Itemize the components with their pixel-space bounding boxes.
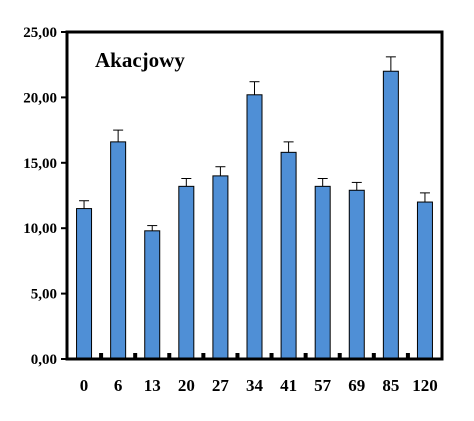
bar — [178, 185, 195, 360]
x-tick-label: 34 — [246, 376, 264, 395]
bar — [314, 185, 331, 360]
x-tick-label: 0 — [80, 376, 89, 395]
x-tick-label: 6 — [114, 376, 123, 395]
bar — [280, 151, 297, 360]
x-tick — [337, 353, 342, 358]
bar — [76, 208, 93, 360]
y-tick-label: 0,00 — [31, 352, 57, 368]
x-tick-label: 85 — [382, 376, 399, 395]
y-ticks-group: 0,00 5,00 10,00 15,00 20,00 25,00 — [23, 25, 67, 368]
x-tick — [405, 353, 410, 358]
x-tick-label: 20 — [178, 376, 195, 395]
x-tick — [99, 353, 104, 358]
plot-frame — [65, 30, 444, 361]
x-tick-label: 27 — [212, 376, 230, 395]
bar — [144, 230, 161, 360]
x-tick-label: 13 — [144, 376, 161, 395]
bar — [416, 201, 433, 360]
y-tick-label: 10,00 — [23, 221, 57, 237]
x-tick — [303, 353, 308, 358]
x-tick — [167, 353, 172, 358]
bar — [246, 94, 263, 360]
x-tick-label: 69 — [348, 376, 365, 395]
x-ticks-group: 0 6 13 20 27 34 41 57 69 85 120 — [80, 353, 438, 395]
error-bars-group — [79, 56, 430, 231]
y-tick-label: 20,00 — [23, 90, 57, 106]
bar — [212, 175, 229, 360]
x-tick — [371, 353, 376, 358]
bar — [110, 141, 127, 360]
bar — [348, 189, 365, 360]
y-tick-label: 25,00 — [23, 25, 57, 41]
x-tick-label: 120 — [412, 376, 438, 395]
x-tick — [235, 353, 240, 358]
x-tick — [201, 353, 206, 358]
chart-title: Akacjowy — [95, 48, 185, 72]
y-tick-label: 15,00 — [23, 156, 57, 172]
bars-group — [76, 70, 433, 360]
y-tick-label: 5,00 — [31, 287, 57, 303]
bar — [382, 70, 399, 360]
x-tick — [269, 353, 274, 358]
x-tick — [133, 353, 138, 358]
x-tick-label: 41 — [280, 376, 297, 395]
x-tick-label: 57 — [314, 376, 332, 395]
